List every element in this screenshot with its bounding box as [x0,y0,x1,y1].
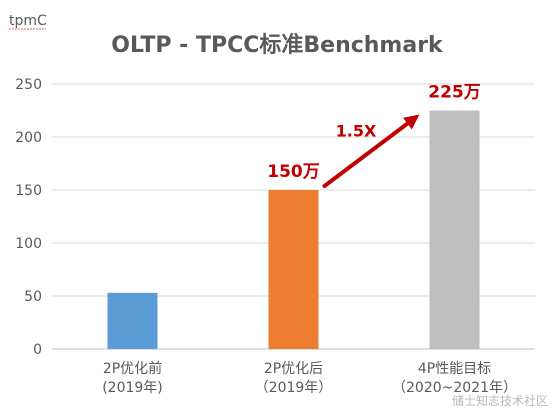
data-label: 150万 [267,162,320,182]
y-tick-label: 0 [33,342,42,358]
x-axis-ticks: 2P优化前 (2019年) 2P优化后 （2019年） 4P性能目标 （2020~2021… [102,360,517,396]
annotations: 1.5X [322,114,420,188]
data-labels: 150万 225万 [267,83,481,183]
y-tick-label: 100 [15,236,42,252]
y-tick-label: 50 [24,289,42,305]
category-label: （2020~2021年） [392,380,517,396]
bars [107,110,480,349]
chart-title: OLTP - TPCC标准Benchmark [111,32,444,58]
category-label: （2019年） [255,380,333,396]
y-axis-label: tpmC [9,13,47,29]
y-tick-label: 150 [15,183,42,199]
y-axis-ticks: 0 50 100 150 200 250 [15,77,42,358]
category-label: (2019年) [102,380,163,396]
category-label: 2P优化前 [103,360,162,377]
bar [429,110,480,349]
growth-annotation: 1.5X [336,121,377,140]
y-tick-label: 250 [15,77,42,93]
bar [107,292,158,349]
y-tick-label: 200 [15,130,42,146]
growth-arrow-head [403,114,420,130]
category-label: 4P性能目标 [418,361,491,377]
growth-arrow [322,118,414,188]
bar [268,190,319,349]
data-label: 225万 [428,83,481,103]
category-label: 2P优化后 [264,361,323,377]
watermark: 储士知志技术社区 [452,393,548,408]
